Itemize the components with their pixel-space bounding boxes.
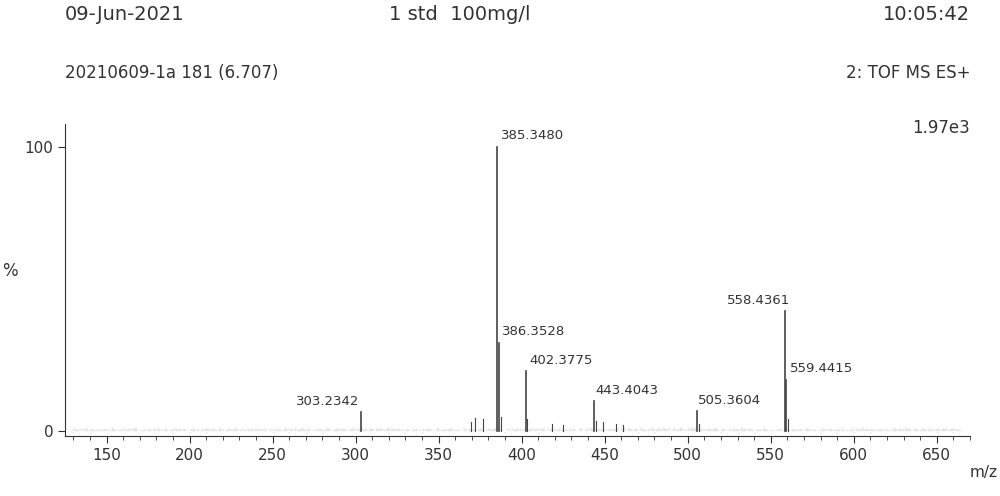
- Text: 303.2342: 303.2342: [296, 395, 359, 408]
- Text: 558.4361: 558.4361: [727, 294, 790, 307]
- Text: 20210609-1a 181 (6.707): 20210609-1a 181 (6.707): [65, 64, 278, 82]
- Text: m/z: m/z: [970, 465, 998, 480]
- Y-axis label: %: %: [3, 262, 18, 280]
- Text: 385.3480: 385.3480: [501, 129, 564, 142]
- Text: 443.4043: 443.4043: [595, 384, 658, 397]
- Text: 505.3604: 505.3604: [698, 394, 761, 407]
- Text: 559.4415: 559.4415: [790, 363, 853, 375]
- Text: 09-Jun-2021: 09-Jun-2021: [65, 5, 185, 24]
- Text: 386.3528: 386.3528: [502, 325, 566, 338]
- Text: 1 std  100mg/l: 1 std 100mg/l: [389, 5, 531, 24]
- Text: 2: TOF MS ES+: 2: TOF MS ES+: [846, 64, 970, 82]
- Text: 1.97e3: 1.97e3: [912, 119, 970, 137]
- Text: 402.3775: 402.3775: [529, 354, 592, 367]
- Text: 10:05:42: 10:05:42: [883, 5, 970, 24]
